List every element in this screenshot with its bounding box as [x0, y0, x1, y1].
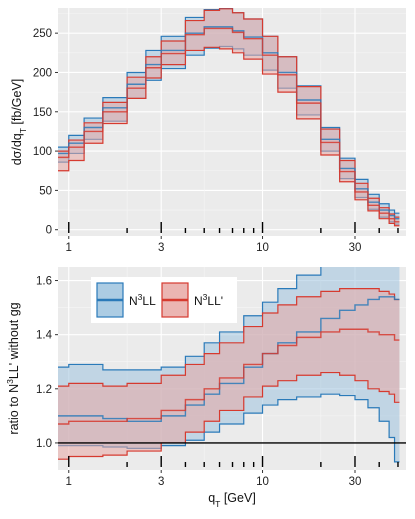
y-axis-title: ratio to N3LL' without gg: [5, 302, 21, 434]
y-tick-label: 1.2: [36, 384, 52, 396]
legend: N3LL N3LL': [91, 277, 237, 323]
band-lower-N3LL': [58, 371, 400, 460]
central-line-N3LL': [58, 27, 400, 223]
x-tick-label: 3: [158, 476, 164, 488]
plot-area: [58, 267, 406, 463]
legend-label-N3LL': N3LL': [194, 292, 223, 308]
y-tick-label: 150: [33, 107, 52, 119]
central-line-N3LL': [58, 328, 400, 425]
legend-label-N3LL: N3LL: [129, 292, 156, 308]
top-panel: 0 50 100 150 200 250 1 3 10 30 dσ/dqT [fb/GeV]: [10, 8, 406, 254]
y-tick-label: 1.4: [36, 330, 53, 342]
x-tick-label: 30: [349, 242, 362, 254]
y-tick-label: 0: [46, 225, 52, 237]
x-tick-label: 30: [349, 476, 362, 488]
y-axis-title: dσ/dqT [fb/GeV]: [10, 79, 28, 166]
y-tick-label: 50: [39, 185, 52, 197]
band-lower-N3LL': [58, 46, 400, 227]
band-N3LL': [58, 8, 400, 226]
y-tick-label: 200: [33, 67, 52, 79]
band-upper-N3LL': [58, 288, 400, 387]
bottom-panel: 1.0 1.2 1.4 1.6 1 3 10 30 ratio to N3LL' without…: [5, 267, 406, 509]
y-tick-label: 1.0: [36, 438, 52, 450]
band-upper-N3LL: [58, 267, 322, 371]
y-tick-label: 250: [33, 28, 52, 40]
y-tick-label: 1.6: [36, 276, 52, 288]
x-tick-label: 10: [256, 242, 269, 254]
x-axis-title: qT [GeV]: [208, 491, 256, 509]
y-tick-label: 100: [33, 146, 52, 158]
plot-area: [58, 8, 400, 227]
x-tick-label: 1: [66, 476, 72, 488]
x-tick-label: 1: [66, 242, 72, 254]
x-tick-label: 10: [256, 476, 269, 488]
x-tick-label: 3: [158, 242, 164, 254]
